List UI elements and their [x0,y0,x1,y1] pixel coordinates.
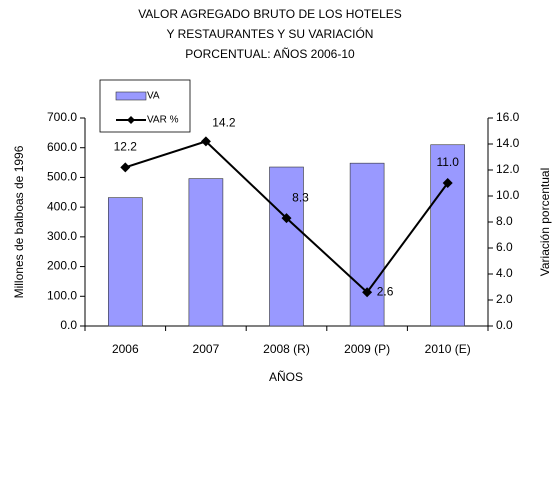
chart-title: PORCENTUAL: AÑOS 2006-10 [185,47,355,61]
x-tick-label: 2006 [112,342,139,356]
y-tick-label: 500.0 [47,170,77,184]
legend-marker [127,116,135,124]
y2-tick-label: 8.0 [496,214,513,228]
y2-tick-label: 10.0 [496,188,520,202]
y-axis-title: Millones de balboas de 1996 [12,145,26,298]
y2-tick-label: 4.0 [496,266,513,280]
data-label: 2.6 [377,284,394,298]
y2-axis-title: Variación porcentual [538,168,552,277]
marker [442,178,453,188]
x-tick-label: 2007 [193,342,220,356]
bar [349,162,385,327]
bar [108,197,143,327]
y2-tick-label: 0.0 [496,318,513,332]
y2-tick-label: 16.0 [496,110,520,124]
y-tick-label: 300.0 [47,229,77,243]
marker [362,287,373,298]
y2-tick-label: 2.0 [496,292,513,306]
y-tick-label: 700.0 [47,110,77,124]
y-tick-label: 100.0 [47,288,77,302]
bar [269,166,304,327]
chart-title: Y RESTAURANTES Y SU VARIACIÓN [167,26,374,41]
y2-tick-label: 14.0 [496,136,520,150]
y-tick-label: 0.0 [60,318,77,332]
legend-box [99,79,191,133]
bar [430,144,466,327]
y-tick-label: 200.0 [47,259,77,273]
data-label: 8.3 [292,190,309,204]
y2-tick-label: 6.0 [496,240,513,254]
marker [200,136,211,147]
data-label: 14.2 [212,116,236,130]
legend-label: VA [147,91,160,102]
data-label: 12.2 [114,140,138,154]
marker [120,162,131,173]
marker [281,213,292,224]
x-tick-label: 2008 (R) [263,342,310,356]
y-tick-label: 600.0 [47,140,77,154]
legend-swatch [115,91,147,101]
data-label: 11.0 [436,155,459,169]
y2-tick-label: 12.0 [496,162,520,176]
legend-label: VAR % [147,115,179,126]
bar [188,178,224,327]
x-axis-title: AÑOS [269,370,303,384]
chart-title: VALOR AGREGADO BRUTO DE LOS HOTELES [138,7,402,21]
y-tick-label: 400.0 [47,199,77,213]
x-tick-label: 2010 (E) [425,342,471,356]
x-tick-label: 2009 (P) [344,342,390,356]
